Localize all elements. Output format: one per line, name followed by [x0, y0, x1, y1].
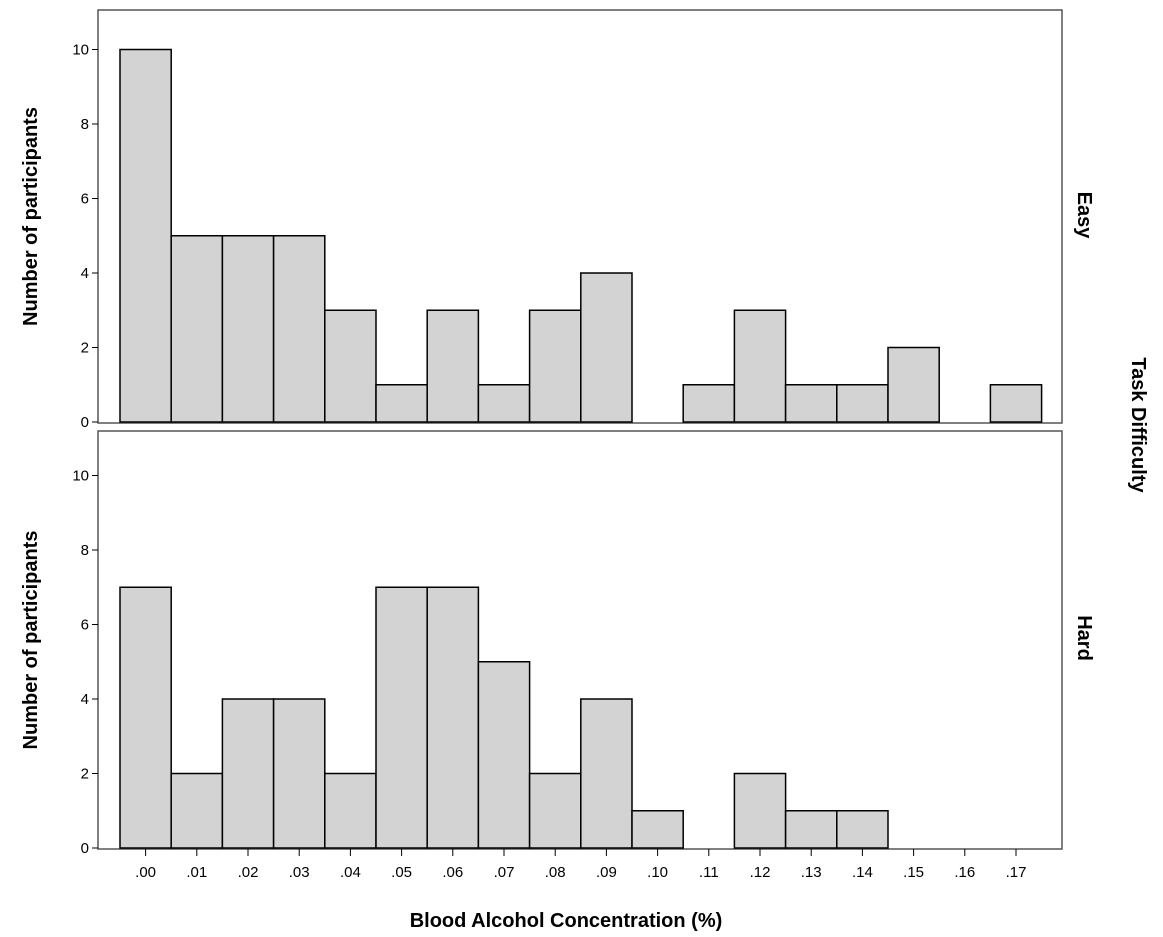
bar-easy [375, 384, 428, 423]
bar-hard [324, 772, 377, 849]
bar-hard [477, 661, 531, 849]
bar-easy [528, 309, 582, 423]
x-tick-label: .15 [903, 864, 924, 881]
panel-easy: 0 2 4 6 8 10 Number of participants Easy [20, 9, 1095, 431]
y-tick-label: 0 [81, 840, 89, 857]
panels: 0 2 4 6 8 10 Number of participants Easy 0 2 4 6 8 10… [20, 9, 1095, 857]
bar-easy [272, 235, 326, 423]
bar-hard [119, 586, 172, 849]
bar-easy [887, 346, 940, 423]
x-tick-label: .03 [289, 864, 310, 881]
bar-hard [221, 698, 275, 849]
bar-easy [426, 309, 480, 423]
x-tick-label: .01 [186, 864, 207, 881]
bar-hard [170, 772, 224, 849]
x-tick-label: .13 [801, 864, 822, 881]
x-tick-label: .10 [647, 864, 668, 881]
x-tick-label: .16 [954, 864, 975, 881]
x-tick-label: .04 [340, 864, 361, 881]
y-tick-label: 8 [81, 116, 89, 133]
bar-easy [221, 235, 275, 423]
bar-easy [682, 384, 736, 423]
bar-easy [733, 309, 787, 423]
x-tick-label: .09 [596, 864, 617, 881]
x-tick-label: .00 [135, 864, 156, 881]
y-tick-label: 6 [81, 191, 89, 208]
x-tick-label: .02 [238, 864, 259, 881]
bar-easy [989, 384, 1043, 423]
y-axis-title: Number of participants [20, 531, 42, 750]
bar-easy [836, 384, 889, 423]
panel-frame [97, 430, 1063, 850]
x-axis: .00 .01 .02 .03 .04 .05 .06 .07 .08 .09 .10 .11 .12.… [135, 849, 1026, 881]
x-axis-title: Blood Alcohol Concentration (%) [410, 910, 723, 932]
bar-hard [836, 810, 889, 849]
y-axis-title: Number of participants [20, 107, 42, 326]
bar-easy [477, 384, 531, 423]
x-tick-label: .07 [494, 864, 515, 881]
panel-label-hard: Hard [1073, 615, 1095, 661]
y-tick-label: 2 [81, 340, 89, 357]
bar-easy [324, 309, 377, 423]
x-tick-label: .06 [442, 864, 463, 881]
panel-hard: 0 2 4 6 8 10 Number of participants Hard [20, 430, 1095, 857]
y-tick-label: 10 [72, 42, 89, 59]
x-tick-label: .08 [545, 864, 566, 881]
bar-hard [375, 586, 428, 849]
y-tick-label: 8 [81, 542, 89, 559]
bar-hard [784, 810, 838, 849]
x-tick-label: .05 [391, 864, 412, 881]
bar-easy [119, 48, 172, 423]
x-tick-label: .17 [1006, 864, 1027, 881]
x-tick-label: .14 [852, 864, 873, 881]
bar-hard [426, 586, 480, 849]
y-tick-label: 4 [81, 265, 89, 282]
y-tick-label: 4 [81, 691, 89, 708]
panel-frame [97, 9, 1063, 424]
bar-easy [580, 272, 633, 423]
bar-hard [580, 698, 633, 849]
y-tick-label: 6 [81, 617, 89, 634]
x-tick-label: .12 [750, 864, 771, 881]
bar-easy [784, 384, 838, 423]
facet-title: Task Difficulty [1127, 357, 1149, 493]
bar-hard [272, 698, 326, 849]
panel-label-easy: Easy [1073, 192, 1095, 240]
x-tick-label: .11 [699, 864, 719, 881]
bar-hard [631, 810, 684, 849]
bar-hard [733, 772, 787, 849]
y-tick-label: 0 [81, 414, 89, 431]
bar-easy [170, 235, 224, 423]
y-tick-label: 2 [81, 766, 89, 783]
y-tick-label: 10 [72, 468, 89, 485]
bar-hard [528, 772, 582, 849]
